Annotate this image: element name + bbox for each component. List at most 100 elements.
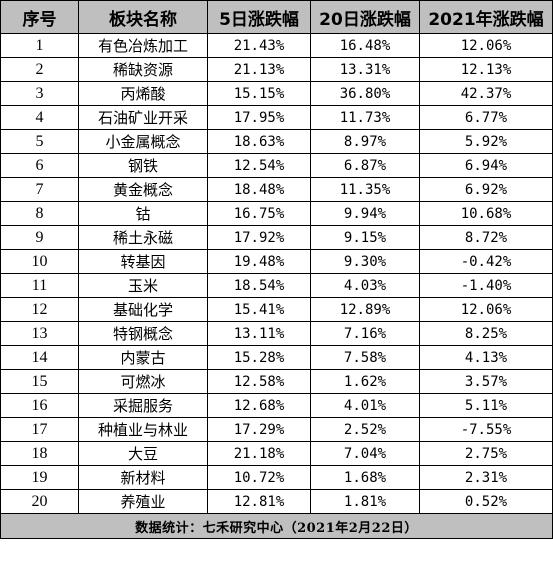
table-row: 14 内蒙古 15.28% 7.58% 4.13% — [0, 345, 553, 370]
table-body: 1 有色冶炼加工 21.43% 16.48% 12.06% 2 稀缺资源 21.13% 13.3… — [0, 33, 553, 514]
cell-5day-change: 19.48% — [207, 249, 311, 274]
cell-2021-change: 12.06% — [419, 297, 553, 322]
table-row: 4 石油矿业开采 17.95% 11.73% 6.77% — [0, 105, 553, 130]
cell-5day-change: 15.28% — [207, 345, 311, 370]
cell-20day-change: 8.97% — [310, 129, 420, 154]
table-header: 序号 板块名称 5日涨跌幅 20日涨跌幅 2021年涨跌幅 — [0, 0, 553, 34]
data-source-note: 数据统计：七禾研究中心（2021年2月22日） — [0, 513, 553, 539]
header-sector-name: 板块名称 — [78, 0, 208, 34]
cell-20day-change: 16.48% — [310, 33, 420, 58]
cell-2021-change: -1.40% — [419, 273, 553, 298]
cell-5day-change: 17.95% — [207, 105, 311, 130]
table-row: 3 丙烯酸 15.15% 36.80% 42.37% — [0, 81, 553, 106]
table-row: 11 玉米 18.54% 4.03% -1.40% — [0, 273, 553, 298]
cell-index: 8 — [0, 201, 79, 226]
cell-2021-change: 3.57% — [419, 369, 553, 394]
cell-5day-change: 18.48% — [207, 177, 311, 202]
cell-20day-change: 4.01% — [310, 393, 420, 418]
cell-5day-change: 16.75% — [207, 201, 311, 226]
table-row: 12 基础化学 15.41% 12.89% 12.06% — [0, 297, 553, 322]
cell-20day-change: 7.58% — [310, 345, 420, 370]
cell-5day-change: 12.68% — [207, 393, 311, 418]
cell-20day-change: 7.04% — [310, 441, 420, 466]
cell-index: 11 — [0, 273, 79, 298]
cell-2021-change: 12.13% — [419, 57, 553, 82]
cell-sector-name: 养殖业 — [78, 489, 208, 514]
cell-20day-change: 12.89% — [310, 297, 420, 322]
table-row: 10 转基因 19.48% 9.30% -0.42% — [0, 249, 553, 274]
table-row: 2 稀缺资源 21.13% 13.31% 12.13% — [0, 57, 553, 82]
cell-20day-change: 13.31% — [310, 57, 420, 82]
cell-5day-change: 21.13% — [207, 57, 311, 82]
header-20day-change: 20日涨跌幅 — [310, 0, 420, 34]
cell-index: 14 — [0, 345, 79, 370]
cell-index: 9 — [0, 225, 79, 250]
cell-sector-name: 玉米 — [78, 273, 208, 298]
table-row: 16 采掘服务 12.68% 4.01% 5.11% — [0, 393, 553, 418]
cell-20day-change: 1.68% — [310, 465, 420, 490]
cell-index: 15 — [0, 369, 79, 394]
cell-sector-name: 大豆 — [78, 441, 208, 466]
cell-sector-name: 可燃冰 — [78, 369, 208, 394]
sector-performance-table: 序号 板块名称 5日涨跌幅 20日涨跌幅 2021年涨跌幅 1 有色冶炼加工 21.… — [0, 0, 553, 539]
cell-sector-name: 丙烯酸 — [78, 81, 208, 106]
cell-5day-change: 15.41% — [207, 297, 311, 322]
cell-2021-change: 42.37% — [419, 81, 553, 106]
cell-sector-name: 转基因 — [78, 249, 208, 274]
cell-5day-change: 18.63% — [207, 129, 311, 154]
cell-5day-change: 17.92% — [207, 225, 311, 250]
table-row: 1 有色冶炼加工 21.43% 16.48% 12.06% — [0, 33, 553, 58]
cell-2021-change: 8.25% — [419, 321, 553, 346]
cell-20day-change: 7.16% — [310, 321, 420, 346]
cell-sector-name: 种植业与林业 — [78, 417, 208, 442]
table-footer: 数据统计：七禾研究中心（2021年2月22日） — [0, 513, 553, 539]
cell-2021-change: 10.68% — [419, 201, 553, 226]
table-row: 13 特钢概念 13.11% 7.16% 8.25% — [0, 321, 553, 346]
table-row: 18 大豆 21.18% 7.04% 2.75% — [0, 441, 553, 466]
cell-index: 20 — [0, 489, 79, 514]
cell-20day-change: 6.87% — [310, 153, 420, 178]
table-row: 7 黄金概念 18.48% 11.35% 6.92% — [0, 177, 553, 202]
table-row: 9 稀土永磁 17.92% 9.15% 8.72% — [0, 225, 553, 250]
table-row: 6 钢铁 12.54% 6.87% 6.94% — [0, 153, 553, 178]
header-5day-change: 5日涨跌幅 — [207, 0, 311, 34]
cell-20day-change: 9.15% — [310, 225, 420, 250]
cell-2021-change: 0.52% — [419, 489, 553, 514]
cell-sector-name: 钴 — [78, 201, 208, 226]
cell-2021-change: 6.77% — [419, 105, 553, 130]
table-row: 15 可燃冰 12.58% 1.62% 3.57% — [0, 369, 553, 394]
cell-20day-change: 4.03% — [310, 273, 420, 298]
cell-5day-change: 10.72% — [207, 465, 311, 490]
cell-index: 16 — [0, 393, 79, 418]
table-row: 8 钴 16.75% 9.94% 10.68% — [0, 201, 553, 226]
cell-2021-change: 6.94% — [419, 153, 553, 178]
cell-2021-change: 6.92% — [419, 177, 553, 202]
cell-2021-change: 2.31% — [419, 465, 553, 490]
cell-5day-change: 13.11% — [207, 321, 311, 346]
cell-2021-change: 12.06% — [419, 33, 553, 58]
footer-row: 数据统计：七禾研究中心（2021年2月22日） — [0, 513, 553, 539]
cell-20day-change: 36.80% — [310, 81, 420, 106]
cell-20day-change: 9.94% — [310, 201, 420, 226]
cell-index: 4 — [0, 105, 79, 130]
cell-5day-change: 21.18% — [207, 441, 311, 466]
cell-2021-change: -0.42% — [419, 249, 553, 274]
cell-2021-change: -7.55% — [419, 417, 553, 442]
cell-5day-change: 12.58% — [207, 369, 311, 394]
cell-index: 3 — [0, 81, 79, 106]
cell-5day-change: 21.43% — [207, 33, 311, 58]
cell-20day-change: 1.81% — [310, 489, 420, 514]
cell-index: 7 — [0, 177, 79, 202]
cell-2021-change: 2.75% — [419, 441, 553, 466]
cell-index: 12 — [0, 297, 79, 322]
cell-index: 5 — [0, 129, 79, 154]
cell-index: 13 — [0, 321, 79, 346]
cell-2021-change: 5.92% — [419, 129, 553, 154]
cell-sector-name: 黄金概念 — [78, 177, 208, 202]
cell-sector-name: 特钢概念 — [78, 321, 208, 346]
cell-5day-change: 12.54% — [207, 153, 311, 178]
cell-20day-change: 1.62% — [310, 369, 420, 394]
table-row: 5 小金属概念 18.63% 8.97% 5.92% — [0, 129, 553, 154]
cell-sector-name: 新材料 — [78, 465, 208, 490]
table-row: 20 养殖业 12.81% 1.81% 0.52% — [0, 489, 553, 514]
